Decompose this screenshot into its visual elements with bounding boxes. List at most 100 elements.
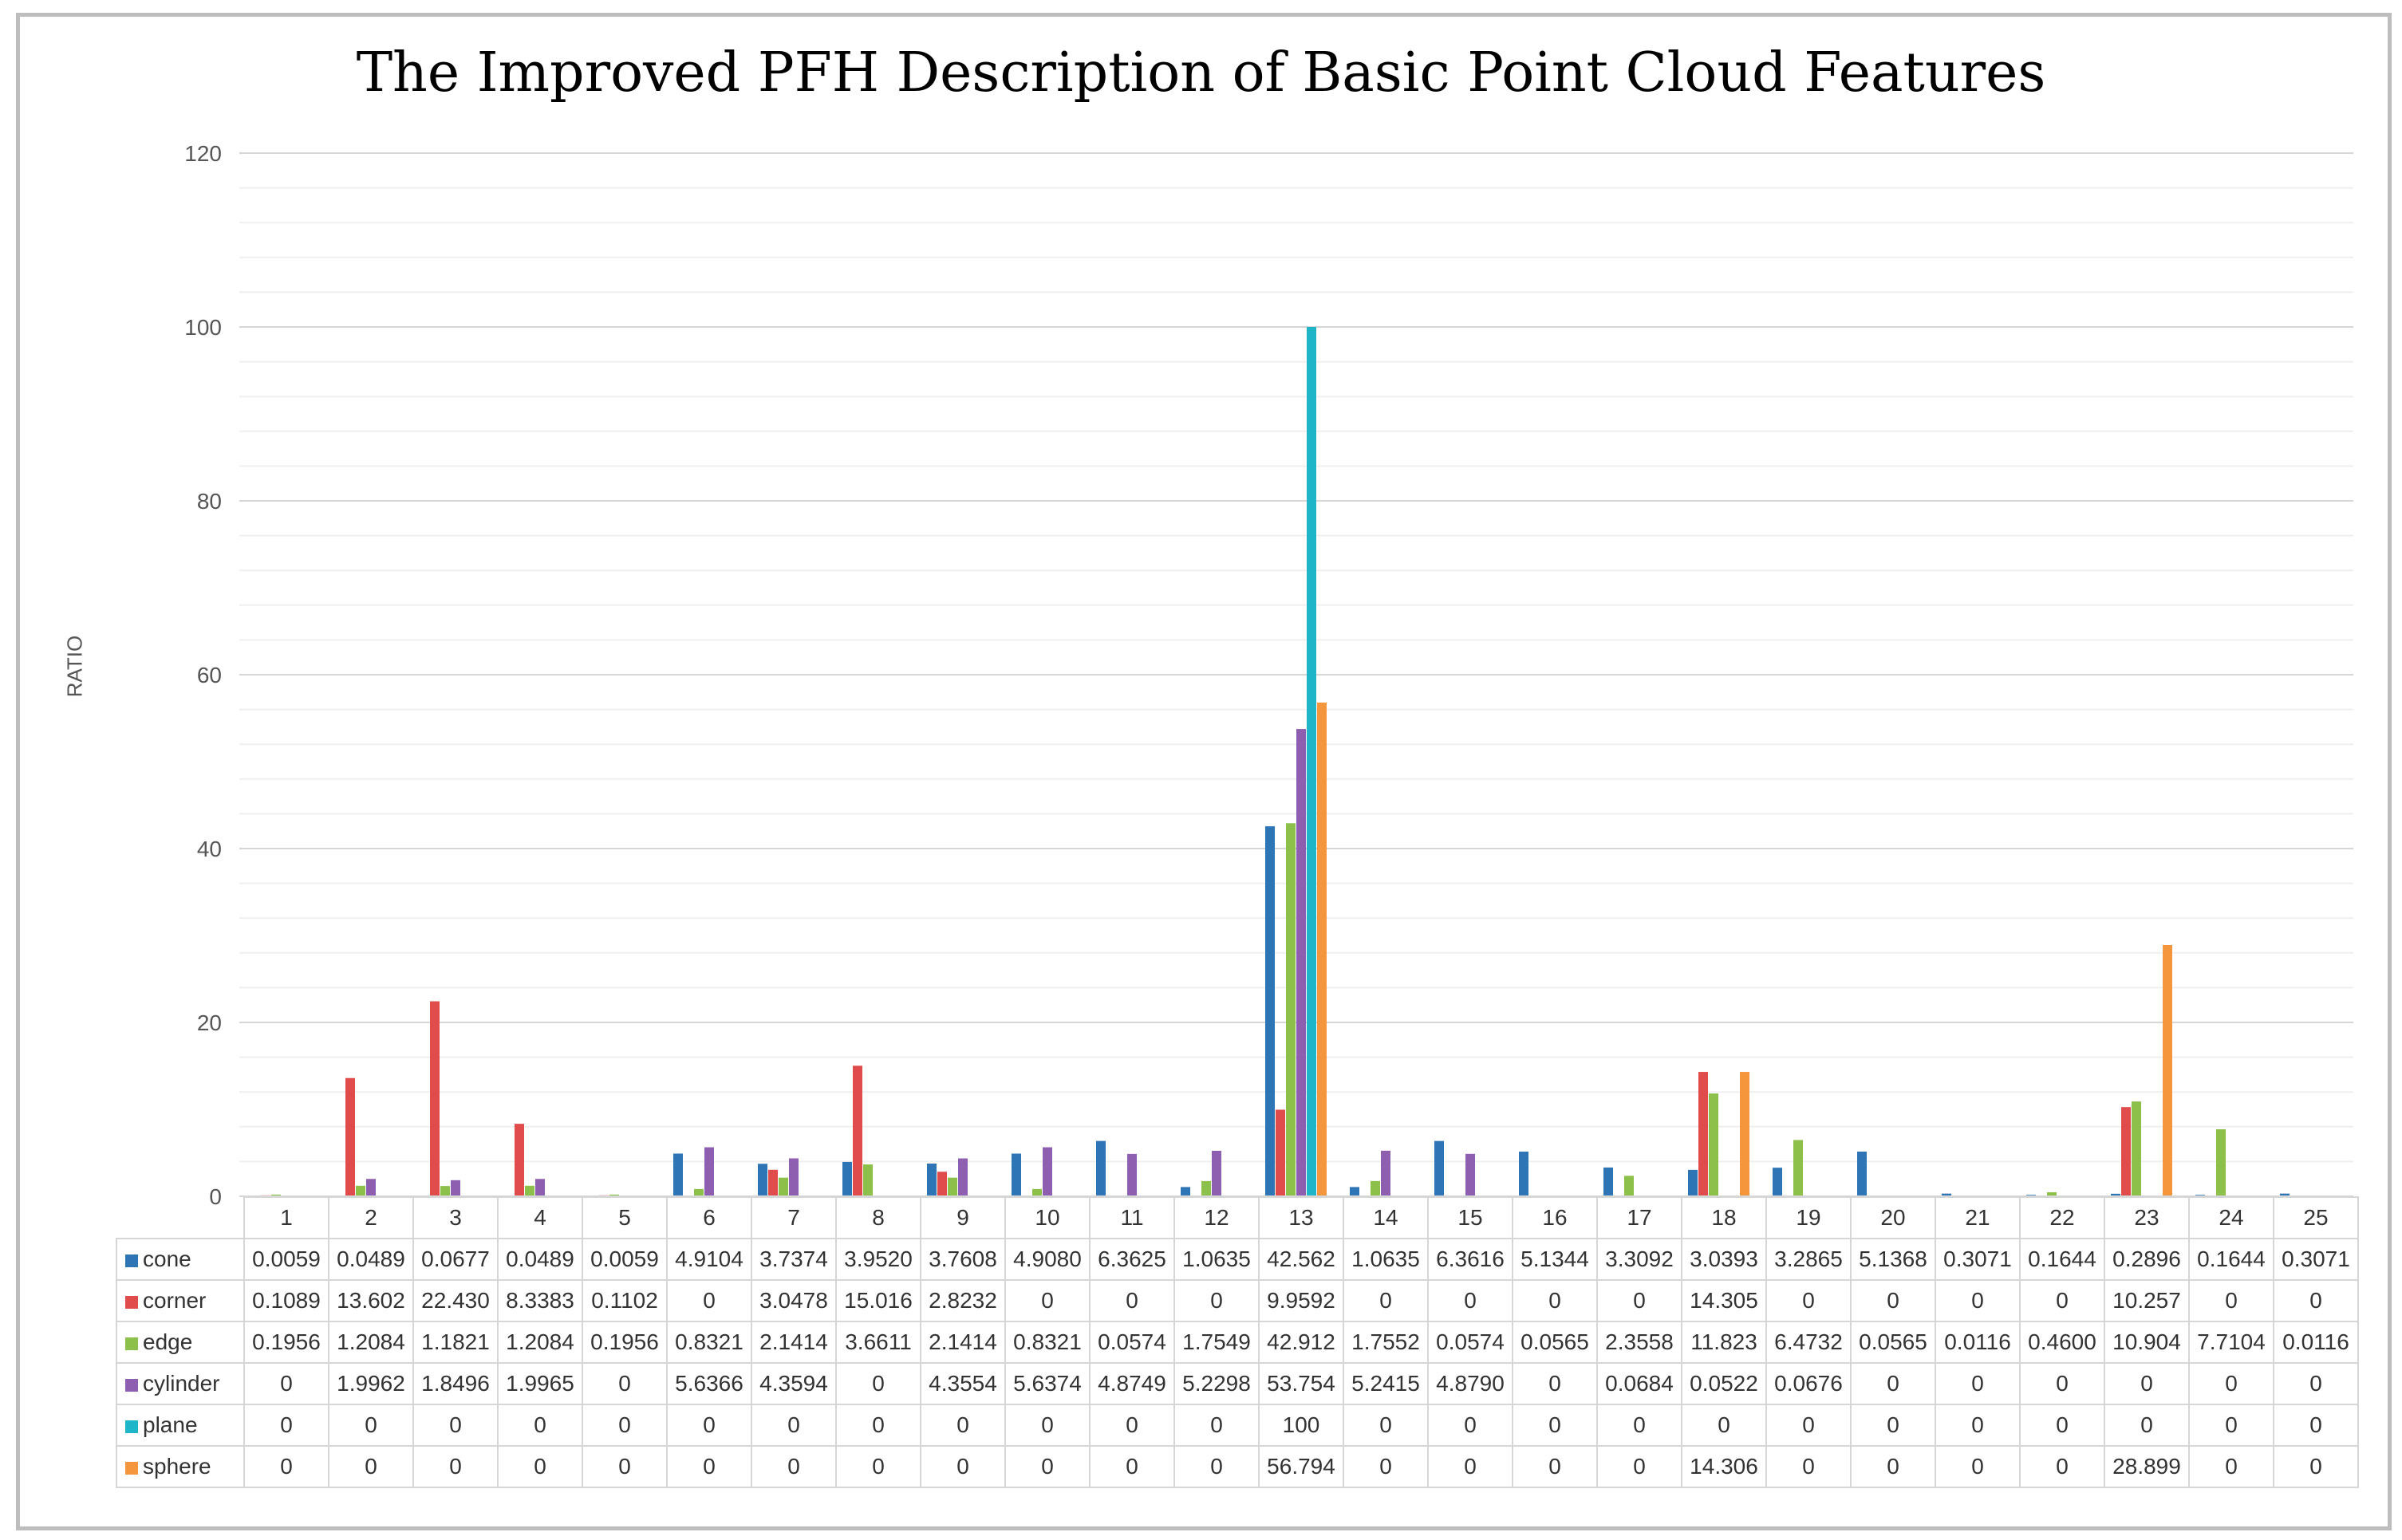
x-tick-label: 24 xyxy=(2188,1196,2274,1239)
data-label: 0 xyxy=(412,1404,499,1447)
data-label: 4.8749 xyxy=(1089,1362,1175,1405)
data-label: 0 xyxy=(328,1404,414,1447)
bar-cone-19 xyxy=(1773,1168,1782,1196)
data-label: 0 xyxy=(666,1445,752,1488)
x-tick-label: 3 xyxy=(412,1196,499,1239)
data-label: 28.899 xyxy=(2104,1445,2190,1488)
bar-corner-9 xyxy=(937,1172,947,1196)
data-label: 0 xyxy=(328,1445,414,1488)
data-label: 0.0489 xyxy=(328,1238,414,1281)
data-label: 100 xyxy=(1258,1404,1344,1447)
x-tick-label: 17 xyxy=(1596,1196,1682,1239)
data-label: 0 xyxy=(1004,1404,1091,1447)
data-label: 4.3594 xyxy=(751,1362,837,1405)
legend-swatch xyxy=(125,1295,138,1309)
data-label: 0 xyxy=(1935,1362,2021,1405)
data-label: 0 xyxy=(243,1445,329,1488)
bar-cylinder-3 xyxy=(451,1180,460,1196)
bar-cone-14 xyxy=(1350,1187,1359,1196)
bar-corner-13 xyxy=(1276,1109,1285,1196)
data-table: 1 2 3 4 5 6 7 8 9 10 11 12 13 14 15 16 17 18 19 20 21 22 23 24 2… xyxy=(116,1196,2359,1488)
data-label: 2.1414 xyxy=(751,1321,837,1364)
data-label: 0.0116 xyxy=(2273,1321,2359,1364)
data-label: 0.0677 xyxy=(412,1238,499,1281)
bar-cone-12 xyxy=(1181,1187,1190,1196)
bar-sphere-23 xyxy=(2163,945,2172,1196)
series-name: sphere xyxy=(143,1454,211,1479)
bar-cone-18 xyxy=(1688,1169,1698,1196)
bar-cylinder-14 xyxy=(1381,1150,1390,1196)
x-tick-label: 6 xyxy=(666,1196,752,1239)
data-label: 7.7104 xyxy=(2188,1321,2274,1364)
data-label: 0 xyxy=(1089,1279,1175,1322)
table-row: cone 0.0059 0.0489 0.0677 0.0489 0.0059 4.9104… xyxy=(116,1238,2359,1281)
bar-cone-23 xyxy=(2111,1193,2120,1196)
data-label: 0 xyxy=(582,1445,668,1488)
legend-entry: cylinder xyxy=(116,1362,245,1405)
data-label: 0 xyxy=(1935,1445,2021,1488)
data-label: 0 xyxy=(2273,1362,2359,1405)
data-label: 3.3092 xyxy=(1596,1238,1682,1281)
data-label: 2.8232 xyxy=(920,1279,1006,1322)
data-label: 11.823 xyxy=(1681,1321,1767,1364)
data-label: 0 xyxy=(1427,1279,1513,1322)
bar-edge-6 xyxy=(694,1188,704,1196)
bar-edge-9 xyxy=(948,1177,957,1196)
bar-edge-1 xyxy=(271,1194,281,1196)
data-label: 4.9104 xyxy=(666,1238,752,1281)
y-tick-label: 40 xyxy=(197,837,222,861)
x-tick-label: 22 xyxy=(2019,1196,2105,1239)
series-name: cone xyxy=(143,1247,191,1271)
data-label: 0 xyxy=(2019,1279,2105,1322)
data-label: 0.0116 xyxy=(1935,1321,2021,1364)
data-label: 0.0565 xyxy=(1512,1321,1598,1364)
data-label: 0 xyxy=(1765,1445,1852,1488)
legend-swatch xyxy=(125,1254,138,1267)
x-tick-label: 16 xyxy=(1512,1196,1598,1239)
bar-corner-7 xyxy=(768,1169,778,1196)
data-label: 0 xyxy=(1512,1404,1598,1447)
x-tick-label: 7 xyxy=(751,1196,837,1239)
bar-edge-24 xyxy=(2216,1128,2226,1196)
data-label: 0 xyxy=(2188,1404,2274,1447)
data-label: 0 xyxy=(1512,1445,1598,1488)
bar-cylinder-9 xyxy=(958,1158,968,1196)
data-label: 0 xyxy=(1343,1445,1429,1488)
bar-corner-8 xyxy=(853,1065,862,1196)
bar-cone-10 xyxy=(1012,1153,1021,1196)
legend-entry: sphere xyxy=(116,1445,245,1488)
bar-edge-5 xyxy=(609,1194,619,1196)
bar-sphere-18 xyxy=(1740,1072,1749,1196)
y-tick-label: 120 xyxy=(184,141,222,166)
bar-cone-6 xyxy=(673,1153,683,1196)
data-label: 0 xyxy=(2273,1279,2359,1322)
table-row: plane 0 0 0 0 0 0 0 0 0 0 0 0 100 0 0 0 0 0 0 0 0 0 0 0 0 xyxy=(116,1404,2359,1447)
table-row: corner 0.1089 13.602 22.430 8.3383 0.1102 0 3.0… xyxy=(116,1279,2359,1322)
data-label: 0 xyxy=(1427,1445,1513,1488)
data-label: 9.9592 xyxy=(1258,1279,1344,1322)
bar-cylinder-7 xyxy=(789,1158,799,1196)
data-label: 6.3625 xyxy=(1089,1238,1175,1281)
bar-edge-8 xyxy=(863,1164,873,1196)
bar-corner-18 xyxy=(1698,1072,1708,1196)
data-label: 0.1956 xyxy=(582,1321,668,1364)
data-label: 1.9962 xyxy=(328,1362,414,1405)
bar-cone-15 xyxy=(1434,1140,1444,1196)
x-tick-label: 2 xyxy=(328,1196,414,1239)
data-label: 2.1414 xyxy=(920,1321,1006,1364)
bar-cylinder-2 xyxy=(366,1179,376,1196)
bar-corner-4 xyxy=(515,1124,524,1196)
data-label: 0.8321 xyxy=(666,1321,752,1364)
bar-cone-11 xyxy=(1096,1140,1106,1196)
bar-edge-22 xyxy=(2047,1191,2057,1196)
x-tick-label: 19 xyxy=(1765,1196,1852,1239)
y-tick-label: 20 xyxy=(197,1010,222,1035)
data-label: 0 xyxy=(835,1445,921,1488)
data-label: 0 xyxy=(835,1404,921,1447)
data-label: 0 xyxy=(1681,1404,1767,1447)
table-row: sphere 0 0 0 0 0 0 0 0 0 0 0 0 56.794 0 0 0 0 14.306 0 0 0 0 28… xyxy=(116,1445,2359,1488)
data-label: 0.1644 xyxy=(2188,1238,2274,1281)
data-label: 0.0684 xyxy=(1596,1362,1682,1405)
x-tick-label: 8 xyxy=(835,1196,921,1239)
